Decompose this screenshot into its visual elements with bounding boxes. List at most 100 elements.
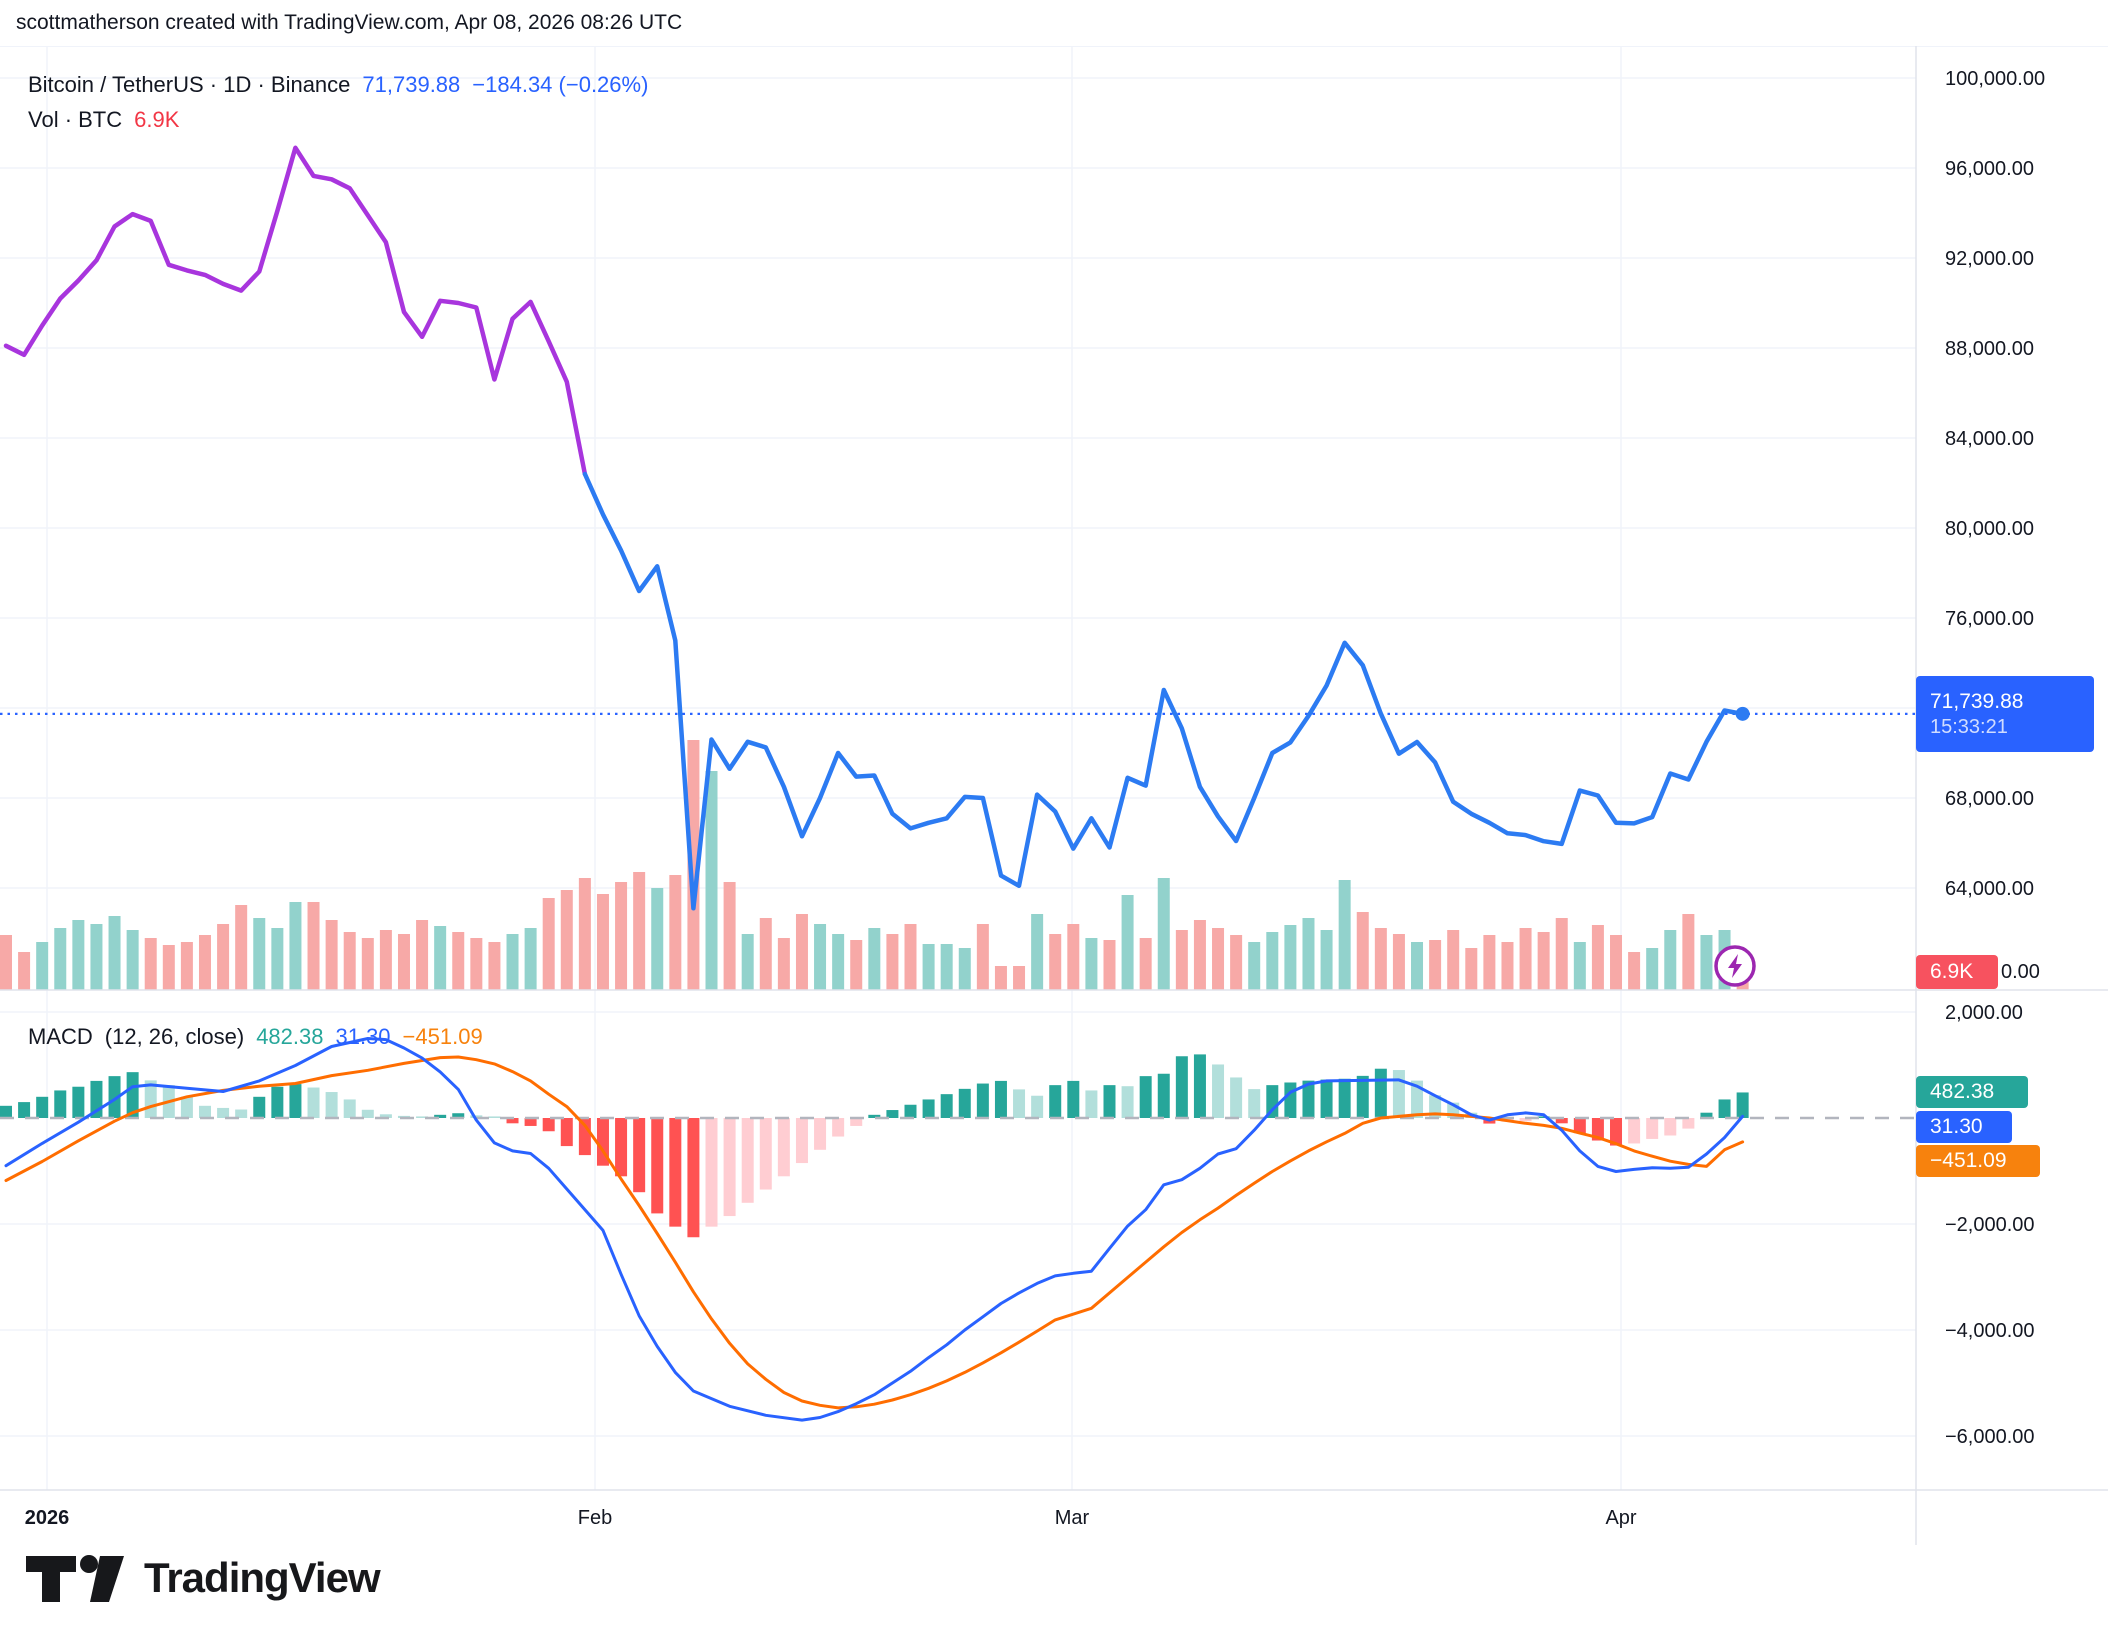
- macd-histogram-bar: [759, 1118, 772, 1190]
- macd-histogram-bar: [1537, 1116, 1550, 1118]
- macd-histogram-bar: [868, 1114, 881, 1118]
- volume-bar: [542, 898, 555, 990]
- volume-bar: [814, 924, 827, 990]
- macd-histogram-bar: [1121, 1086, 1134, 1118]
- macd-histogram-bar: [633, 1118, 646, 1193]
- price-axis-label: 68,000.00: [1945, 788, 2034, 810]
- time-axis-label[interactable]: Mar: [1055, 1507, 1090, 1529]
- volume-bar: [705, 771, 718, 990]
- volume-bar: [524, 928, 537, 990]
- volume-bar: [1555, 918, 1568, 990]
- volume-bar: [1157, 878, 1170, 990]
- macd-histogram-bar: [452, 1113, 465, 1118]
- volume-bar: [1682, 914, 1695, 990]
- volume-bar: [1537, 932, 1550, 990]
- macd-histogram-bar: [235, 1109, 248, 1118]
- price-axis-label: 64,000.00: [1945, 878, 2034, 900]
- volume-bar: [687, 740, 700, 990]
- volume-bar: [1266, 932, 1279, 990]
- macd-histogram-bar: [687, 1118, 700, 1238]
- volume-bar: [976, 924, 989, 990]
- macd-histogram-bar: [1628, 1118, 1641, 1144]
- price-axis-label: 76,000.00: [1945, 608, 2034, 630]
- volume-bar: [289, 902, 302, 990]
- volume-bar: [1374, 928, 1387, 990]
- volume-bar: [470, 938, 483, 990]
- volume-bar: [235, 905, 248, 990]
- volume-bar: [759, 918, 772, 990]
- price-line-blue: [582, 471, 1745, 911]
- volume-bar: [741, 934, 754, 990]
- macd-histogram-bar: [271, 1086, 284, 1118]
- macd-histogram-bar: [198, 1105, 211, 1118]
- volume-bar: [1139, 938, 1152, 990]
- volume-bar: [633, 872, 646, 990]
- volume-bar: [1465, 948, 1478, 990]
- volume-bar: [434, 926, 447, 990]
- macd-histogram-bar: [940, 1094, 953, 1118]
- macd-histogram-bar: [1085, 1090, 1098, 1118]
- macd-histogram-bar: [1302, 1080, 1315, 1118]
- header-attribution: scottmatherson created with TradingView.…: [16, 11, 683, 34]
- volume-bar: [777, 938, 790, 990]
- macd-histogram-bar: [1736, 1092, 1749, 1118]
- macd-histogram-bar: [289, 1084, 302, 1118]
- time-axis-label[interactable]: Feb: [578, 1507, 612, 1529]
- macd-histogram-bar: [705, 1118, 718, 1227]
- macd-histogram-bar: [0, 1105, 12, 1118]
- volume-bar: [0, 935, 12, 990]
- macd-histogram-bar: [1664, 1118, 1677, 1136]
- volume-bar: [1230, 935, 1243, 990]
- macd-histogram-bar: [1573, 1118, 1586, 1134]
- volume-bar: [1447, 930, 1460, 990]
- macd-histogram-bar: [958, 1088, 971, 1118]
- volume-bar: [940, 944, 953, 990]
- volume-bar: [651, 888, 664, 990]
- lightning-button[interactable]: [1714, 945, 1756, 987]
- volume-bar: [1248, 942, 1261, 990]
- volume-bar: [452, 932, 465, 990]
- volume-bar: [325, 920, 338, 990]
- volume-bar: [36, 942, 49, 990]
- volume-bar: [180, 942, 193, 990]
- macd-histogram-bar: [325, 1092, 338, 1118]
- macd-histogram-bar: [976, 1083, 989, 1118]
- macd-histogram-bar: [217, 1107, 230, 1118]
- macd-histogram-bar: [1230, 1077, 1243, 1118]
- volume-bar: [1483, 935, 1496, 990]
- macd-histogram-bar: [922, 1099, 935, 1118]
- volume-bar: [198, 935, 211, 990]
- volume-bar: [253, 918, 266, 990]
- volume-bar: [1103, 940, 1116, 990]
- time-axis-label[interactable]: Apr: [1605, 1507, 1636, 1529]
- macd-histogram-bar: [741, 1118, 754, 1203]
- volume-bar: [795, 914, 808, 990]
- header-bar: scottmatherson created with TradingView.…: [0, 0, 2108, 47]
- volume-bar: [1284, 925, 1297, 990]
- volume-bar: [54, 928, 67, 990]
- price-axis-label: 88,000.00: [1945, 338, 2034, 360]
- macd-histogram-bar: [542, 1118, 555, 1132]
- macd-histogram-bar: [1248, 1089, 1261, 1118]
- volume-bar: [1031, 914, 1044, 990]
- macd-histogram-bar: [1555, 1118, 1568, 1124]
- macd-histogram-bar: [1284, 1082, 1297, 1118]
- volume-bar: [488, 942, 501, 990]
- tradingview-logo[interactable]: TradingView: [26, 1552, 381, 1604]
- macd-histogram-bar: [1067, 1080, 1080, 1118]
- volume-bar: [994, 966, 1007, 990]
- volume-bar: [1067, 924, 1080, 990]
- time-axis-label[interactable]: 2026: [25, 1507, 70, 1529]
- macd-histogram-bar: [1049, 1085, 1062, 1118]
- macd-histogram-bar: [1519, 1118, 1532, 1122]
- macd-histogram-bar: [904, 1104, 917, 1118]
- volume-bar: [1175, 930, 1188, 990]
- last-price-dot: [1735, 706, 1750, 721]
- macd-histogram-bar: [832, 1118, 845, 1137]
- macd-histogram-bar: [1031, 1095, 1044, 1118]
- macd-histogram-bar: [1212, 1064, 1225, 1118]
- volume-bar: [18, 952, 31, 990]
- macd-axis-label: −2,000.00: [1945, 1214, 2035, 1236]
- macd-histogram-bar: [18, 1102, 31, 1118]
